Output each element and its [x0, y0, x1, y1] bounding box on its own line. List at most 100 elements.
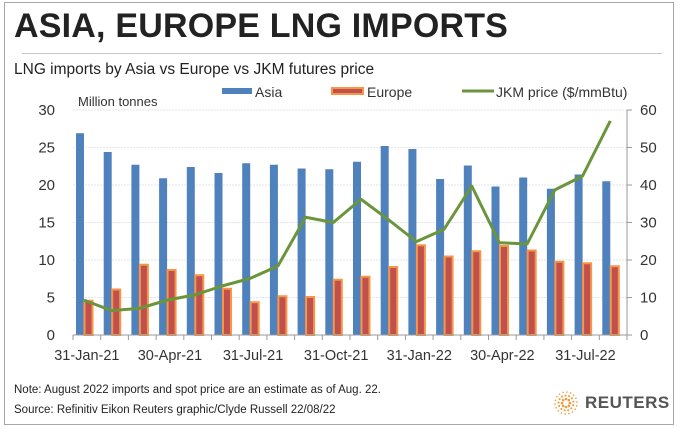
logo-dot: [570, 407, 573, 410]
legend-label-europe: Europe: [367, 84, 412, 100]
europe-bar: [499, 245, 509, 336]
europe-bar: [554, 260, 565, 336]
logo-dot: [564, 397, 568, 401]
logo-dot: [568, 412, 570, 415]
legend-label-jkm: JKM price ($/mmBtu): [496, 84, 627, 100]
logo-dot: [569, 392, 572, 394]
legend-swatch-asia: [222, 88, 252, 94]
y-tick-label-right: 10: [640, 290, 657, 307]
y-tick-label-left: 5: [47, 290, 55, 307]
logo-dot: [561, 404, 565, 408]
logo-dot: [558, 393, 561, 395]
logo-dot: [560, 407, 563, 410]
logo-dot: [575, 404, 578, 407]
asia-bar: [380, 146, 389, 335]
asia-bar: [242, 163, 251, 335]
logo-dot: [564, 394, 567, 397]
y-tick-label-left: 10: [38, 252, 55, 269]
asia-bar: [214, 173, 223, 335]
europe-bar: [222, 287, 232, 336]
x-tick-label: 30-Apr-22: [470, 348, 534, 364]
europe-bar: [443, 255, 454, 336]
asia-bar: [519, 177, 528, 335]
europe-bar: [415, 244, 426, 336]
x-tick-label: 31-Jul-22: [555, 348, 615, 364]
bars: [76, 133, 620, 336]
asia-bar: [408, 149, 417, 335]
x-tick-label: 31-Jan-21: [54, 348, 119, 364]
asia-bar: [269, 164, 278, 335]
europe-bar: [305, 296, 316, 336]
jkm-line-group: [83, 120, 612, 313]
logo-dot: [575, 397, 577, 400]
logo-dot: [562, 391, 564, 394]
y-tick-label-right: 50: [640, 140, 657, 157]
logo-dot: [567, 409, 570, 412]
footnote: Note: August 2022 imports and spot price…: [14, 384, 381, 396]
asia-bar: [297, 168, 306, 335]
x-tick-label: 30-Apr-21: [138, 348, 202, 364]
y-tick-label-left: 20: [38, 177, 55, 194]
asia-bar: [103, 152, 112, 335]
logo-dot: [568, 395, 571, 398]
page-title: ASIA, EUROPE LNG IMPORTS: [14, 7, 509, 45]
logo-dot: [566, 391, 568, 393]
asia-bar: [325, 169, 334, 335]
europe-bar: [138, 263, 149, 336]
y-tick-label-left: 25: [38, 140, 55, 157]
asia-bar: [186, 167, 195, 335]
y-axis-label: Million tonnes: [78, 94, 158, 109]
x-tick-label: 31-Jul-21: [223, 348, 283, 364]
logo-dot: [572, 400, 575, 403]
asia-bar: [546, 188, 555, 335]
y-tick-label-right: 60: [640, 102, 657, 119]
chart-frame: [4, 2, 674, 425]
gridlines: [73, 109, 627, 298]
logo-dot: [567, 398, 571, 402]
logo-dot: [567, 404, 571, 408]
chart-subtitle: LNG imports by Asia vs Europe vs JKM fut…: [14, 61, 375, 78]
legend: Asia Europe JKM price ($/mmBtu): [222, 84, 627, 100]
logo-dot: [572, 404, 575, 407]
logo-dot: [560, 412, 563, 414]
logo-dot: [557, 401, 560, 404]
europe-bar: [249, 301, 260, 336]
europe-bar: [166, 269, 177, 336]
y-tick-label-left: 30: [38, 102, 55, 119]
axes: 0 5 10 15 20 25 30 0 10 20 30 40 50 60 Million tonnes 3…: [38, 94, 656, 364]
jkm-price-line: [83, 120, 612, 313]
europe-bar: [360, 275, 371, 336]
europe-bar: [83, 299, 94, 336]
logo-dot: [561, 395, 564, 398]
asia-bar: [602, 181, 611, 335]
logo-dot: [574, 408, 576, 411]
asia-bar: [131, 164, 140, 335]
logo-dot: [570, 397, 573, 400]
europe-bar: [526, 249, 537, 336]
europe-bar: [609, 265, 620, 336]
logo-dot: [558, 398, 561, 401]
asia-bar: [463, 165, 472, 335]
x-tick-label: 31-Jan-22: [387, 348, 452, 364]
legend-swatch-europe: [331, 87, 364, 95]
source-credit: Source: Refinitiv Eikon Reuters graphic/…: [14, 404, 336, 416]
logo-dot: [554, 399, 557, 402]
logo-dot: [556, 395, 558, 398]
logo-dot: [557, 410, 560, 412]
logo-dot: [572, 394, 575, 396]
europe-bar: [277, 295, 288, 336]
europe-bar: [194, 274, 205, 336]
europe-bar: [388, 266, 399, 336]
logo-dot: [568, 401, 572, 405]
logo-dot: [561, 398, 565, 402]
y-tick-label-left: 0: [47, 327, 55, 344]
logo-dot: [564, 413, 566, 415]
logo-dot: [571, 411, 574, 413]
logo-dot: [563, 409, 566, 412]
logo-dot: [576, 401, 578, 403]
y-tick-label-right: 0: [640, 327, 648, 344]
y-tick-label-right: 30: [640, 215, 657, 232]
asia-bar: [159, 178, 168, 335]
europe-bar: [471, 250, 482, 336]
